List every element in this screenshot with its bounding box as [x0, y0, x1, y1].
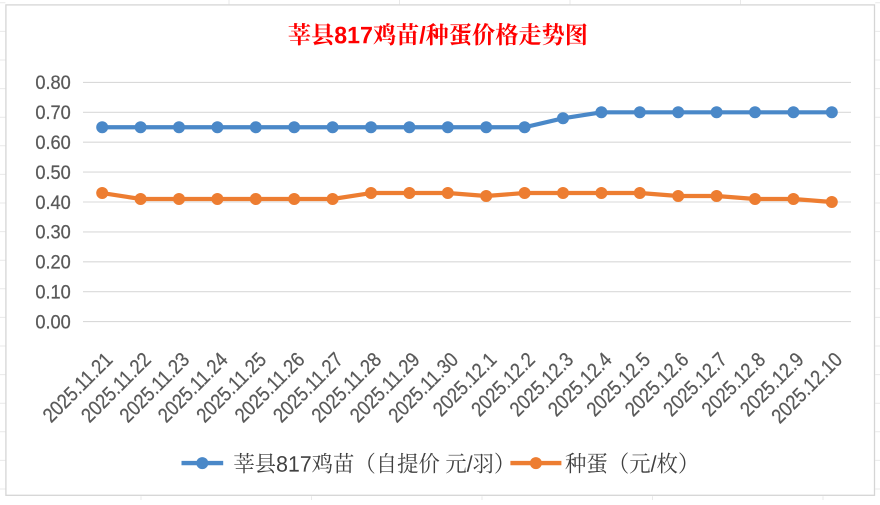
svg-text:0.50: 0.50 — [35, 162, 71, 184]
svg-text:0.30: 0.30 — [35, 222, 71, 244]
svg-text:0.10: 0.10 — [35, 282, 71, 304]
svg-text:0.80: 0.80 — [35, 72, 71, 94]
svg-text:0.40: 0.40 — [35, 192, 71, 214]
svg-text:0.60: 0.60 — [35, 132, 71, 154]
svg-text:0.20: 0.20 — [35, 252, 71, 274]
svg-text:0.00: 0.00 — [35, 311, 71, 333]
svg-text:0.70: 0.70 — [35, 102, 71, 124]
